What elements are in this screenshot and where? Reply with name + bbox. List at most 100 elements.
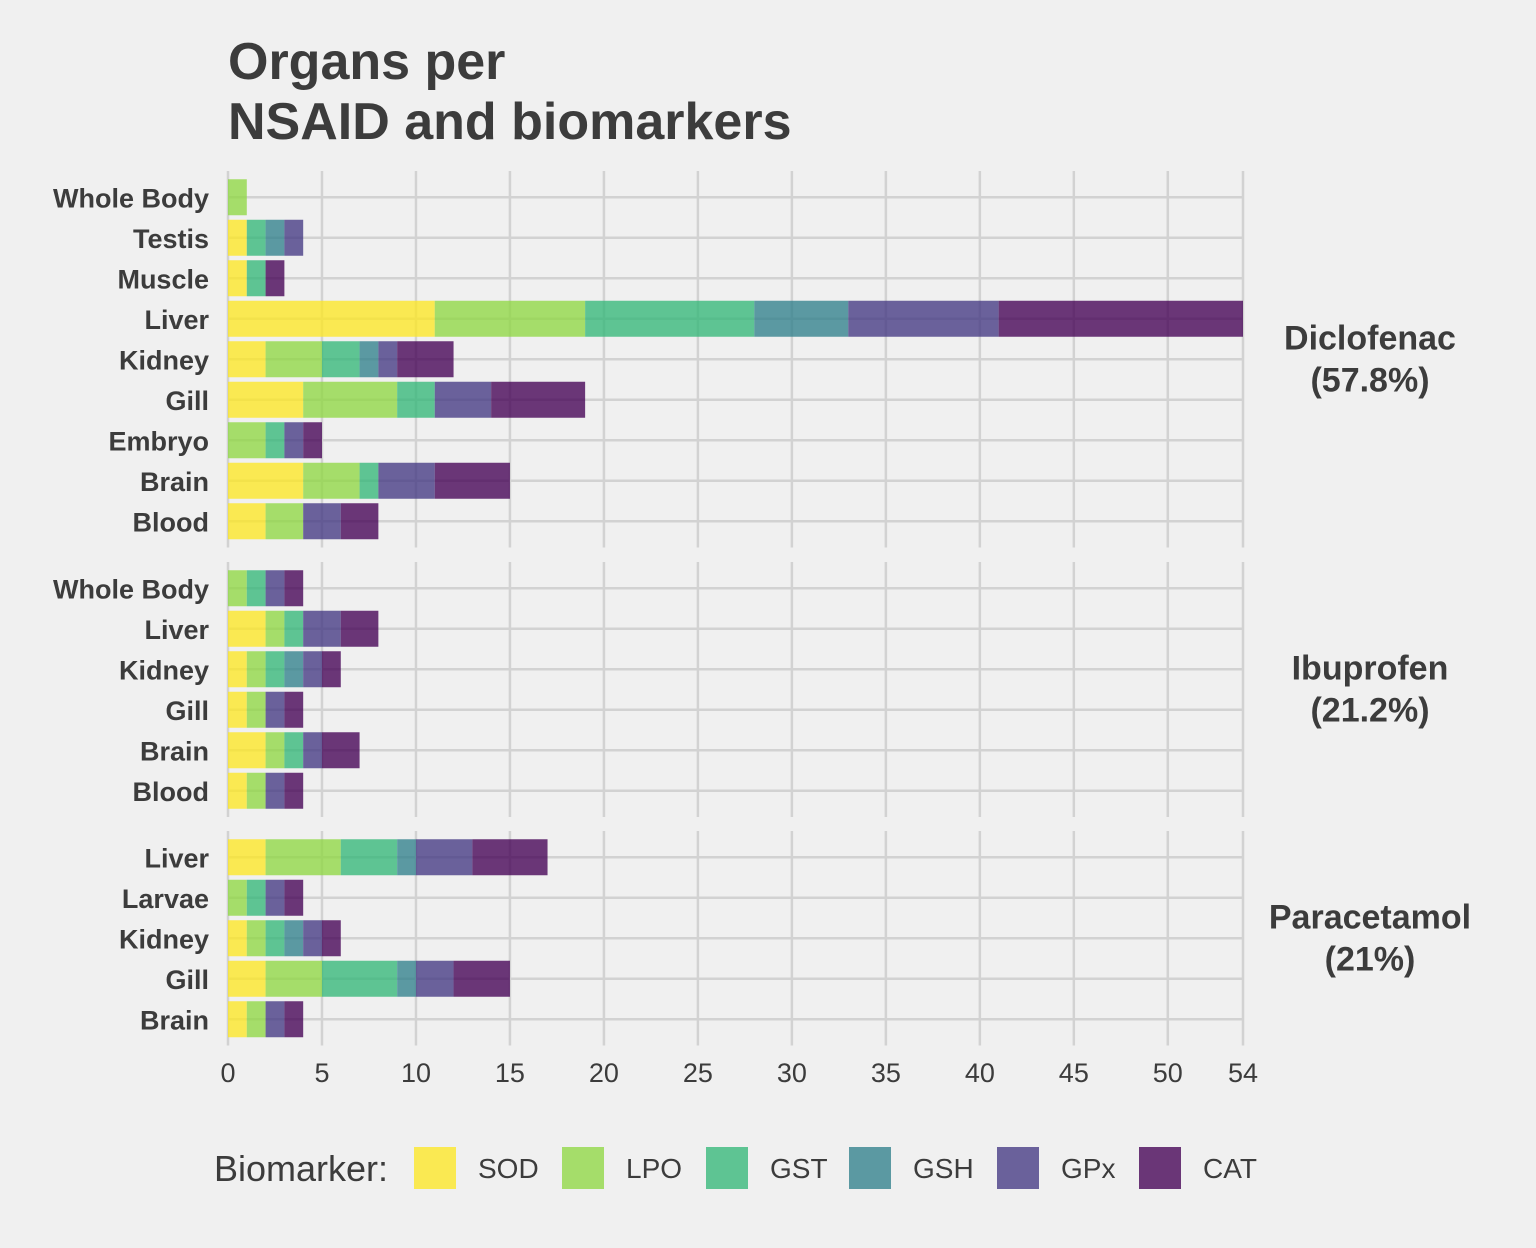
bar-paracetamol-liver-gst bbox=[340, 839, 398, 876]
bar-diclofenac-brain-gpx bbox=[378, 462, 435, 499]
bar-paracetamol-brain-lpo bbox=[246, 1001, 266, 1038]
legend-swatch-gst bbox=[706, 1147, 748, 1189]
bar-ibuprofen-whole-body-gst bbox=[246, 570, 266, 607]
bar-ibuprofen-gill-sod bbox=[228, 691, 247, 728]
bar-diclofenac-liver-cat bbox=[998, 300, 1243, 337]
category-label-kidney: Kidney bbox=[119, 345, 209, 375]
bar-paracetamol-liver-gsh bbox=[397, 839, 416, 876]
legend-label-gst: GST bbox=[770, 1153, 828, 1184]
bar-ibuprofen-blood-lpo bbox=[246, 772, 266, 809]
bar-ibuprofen-whole-body-gpx bbox=[265, 570, 285, 607]
x-tick-label-5: 5 bbox=[314, 1058, 329, 1088]
bar-ibuprofen-blood-gpx bbox=[265, 772, 285, 809]
legend-label-gpx: GPx bbox=[1061, 1153, 1115, 1184]
bar-diclofenac-liver-gst bbox=[585, 300, 755, 337]
x-tick-label-45: 45 bbox=[1059, 1058, 1089, 1088]
chart-title-line-1: Organs per bbox=[228, 33, 505, 91]
bar-paracetamol-kidney-cat bbox=[321, 920, 341, 957]
bar-diclofenac-gill-cat bbox=[491, 381, 586, 418]
bar-diclofenac-testis-gsh bbox=[265, 219, 285, 256]
bar-paracetamol-larvae-cat bbox=[284, 879, 304, 916]
facet-label-ibuprofen-line-2: (21.2%) bbox=[1310, 692, 1429, 730]
category-label-gill: Gill bbox=[165, 696, 209, 726]
bar-ibuprofen-kidney-sod bbox=[228, 651, 247, 688]
bar-ibuprofen-kidney-gpx bbox=[303, 651, 322, 688]
legend-swatch-gsh bbox=[849, 1147, 891, 1189]
bar-diclofenac-kidney-sod bbox=[228, 341, 266, 378]
bar-diclofenac-liver-lpo bbox=[434, 300, 586, 337]
legend-swatch-gpx bbox=[997, 1147, 1039, 1189]
bar-diclofenac-embryo-gst bbox=[265, 422, 285, 459]
facet-paracetamol: Liver Larvae Kidney Gill Brain Paracetamol (21… bbox=[119, 831, 1471, 1046]
bar-diclofenac-kidney-gst bbox=[321, 341, 360, 378]
legend-swatch-lpo bbox=[562, 1147, 604, 1189]
facet-label-diclofenac-line-2: (57.8%) bbox=[1310, 361, 1429, 399]
x-tick-label-54: 54 bbox=[1228, 1058, 1258, 1088]
bar-paracetamol-liver-gpx bbox=[415, 839, 473, 876]
bar-paracetamol-kidney-gsh bbox=[284, 920, 304, 957]
bar-diclofenac-brain-lpo bbox=[303, 462, 360, 499]
category-label-liver: Liver bbox=[144, 615, 209, 645]
bar-diclofenac-brain-sod bbox=[228, 462, 304, 499]
bar-ibuprofen-gill-cat bbox=[284, 691, 304, 728]
bar-diclofenac-gill-lpo bbox=[303, 381, 398, 418]
bar-ibuprofen-gill-gpx bbox=[265, 691, 285, 728]
bar-diclofenac-embryo-cat bbox=[303, 422, 322, 459]
category-label-muscle: Muscle bbox=[117, 264, 209, 294]
bar-paracetamol-gill-gst bbox=[321, 960, 398, 997]
bar-ibuprofen-brain-lpo bbox=[265, 732, 285, 769]
bar-diclofenac-blood-cat bbox=[340, 503, 379, 540]
bar-diclofenac-embryo-lpo bbox=[228, 422, 266, 459]
bar-diclofenac-whole-body-lpo bbox=[228, 179, 247, 216]
legend-swatch-cat bbox=[1139, 1147, 1181, 1189]
bar-paracetamol-larvae-lpo bbox=[228, 879, 247, 916]
legend-label-sod: SOD bbox=[478, 1153, 539, 1184]
category-label-brain: Brain bbox=[140, 467, 209, 497]
x-tick-label-20: 20 bbox=[589, 1058, 619, 1088]
category-label-kidney: Kidney bbox=[119, 924, 209, 954]
bar-ibuprofen-brain-gst bbox=[284, 732, 304, 769]
bar-diclofenac-gill-gpx bbox=[434, 381, 492, 418]
bar-paracetamol-kidney-gpx bbox=[303, 920, 322, 957]
bar-diclofenac-kidney-gpx bbox=[378, 341, 398, 378]
bar-ibuprofen-kidney-lpo bbox=[246, 651, 266, 688]
bar-diclofenac-liver-sod bbox=[228, 300, 435, 337]
facet-label-paracetamol-line-2: (21%) bbox=[1325, 940, 1416, 978]
bar-ibuprofen-kidney-gsh bbox=[284, 651, 304, 688]
bar-ibuprofen-kidney-gst bbox=[265, 651, 285, 688]
bar-paracetamol-kidney-gst bbox=[265, 920, 285, 957]
bar-paracetamol-brain-gpx bbox=[265, 1001, 285, 1038]
bar-paracetamol-liver-cat bbox=[472, 839, 548, 876]
facet-label-diclofenac-line-1: Diclofenac bbox=[1284, 319, 1456, 357]
x-tick-label-15: 15 bbox=[495, 1058, 525, 1088]
bar-diclofenac-blood-sod bbox=[228, 503, 266, 540]
bar-diclofenac-testis-sod bbox=[228, 219, 247, 256]
x-tick-label-10: 10 bbox=[401, 1058, 431, 1088]
bar-ibuprofen-liver-gpx bbox=[303, 610, 341, 647]
facet-label-paracetamol-line-1: Paracetamol bbox=[1269, 898, 1471, 936]
x-tick-label-30: 30 bbox=[777, 1058, 807, 1088]
bar-diclofenac-embryo-gpx bbox=[284, 422, 304, 459]
legend-label-lpo: LPO bbox=[626, 1153, 682, 1184]
bar-paracetamol-kidney-lpo bbox=[246, 920, 266, 957]
legend: Biomarker: SOD LPO GST GSH GPx CAT bbox=[214, 1147, 1257, 1189]
bar-paracetamol-larvae-gst bbox=[246, 879, 266, 916]
bar-paracetamol-gill-cat bbox=[453, 960, 510, 997]
facet-ibuprofen: Whole Body Liver Kidney Gill Brain Blood Ibupr… bbox=[53, 562, 1448, 817]
bar-diclofenac-muscle-cat bbox=[265, 260, 285, 297]
category-label-whole-body: Whole Body bbox=[53, 183, 209, 213]
facet-diclofenac: Whole Body Testis Muscle Liver Kidney Gill Emb… bbox=[53, 171, 1456, 548]
bar-diclofenac-blood-gpx bbox=[303, 503, 341, 540]
bar-ibuprofen-kidney-cat bbox=[321, 651, 341, 688]
bar-diclofenac-brain-cat bbox=[434, 462, 510, 499]
bar-ibuprofen-liver-sod bbox=[228, 610, 266, 647]
bar-diclofenac-muscle-gst bbox=[246, 260, 266, 297]
bar-ibuprofen-gill-lpo bbox=[246, 691, 266, 728]
category-label-brain: Brain bbox=[140, 736, 209, 766]
bar-ibuprofen-whole-body-cat bbox=[284, 570, 304, 607]
bar-ibuprofen-brain-gpx bbox=[303, 732, 322, 769]
category-label-gill: Gill bbox=[165, 386, 209, 416]
bar-paracetamol-kidney-sod bbox=[228, 920, 247, 957]
category-label-whole-body: Whole Body bbox=[53, 574, 209, 604]
